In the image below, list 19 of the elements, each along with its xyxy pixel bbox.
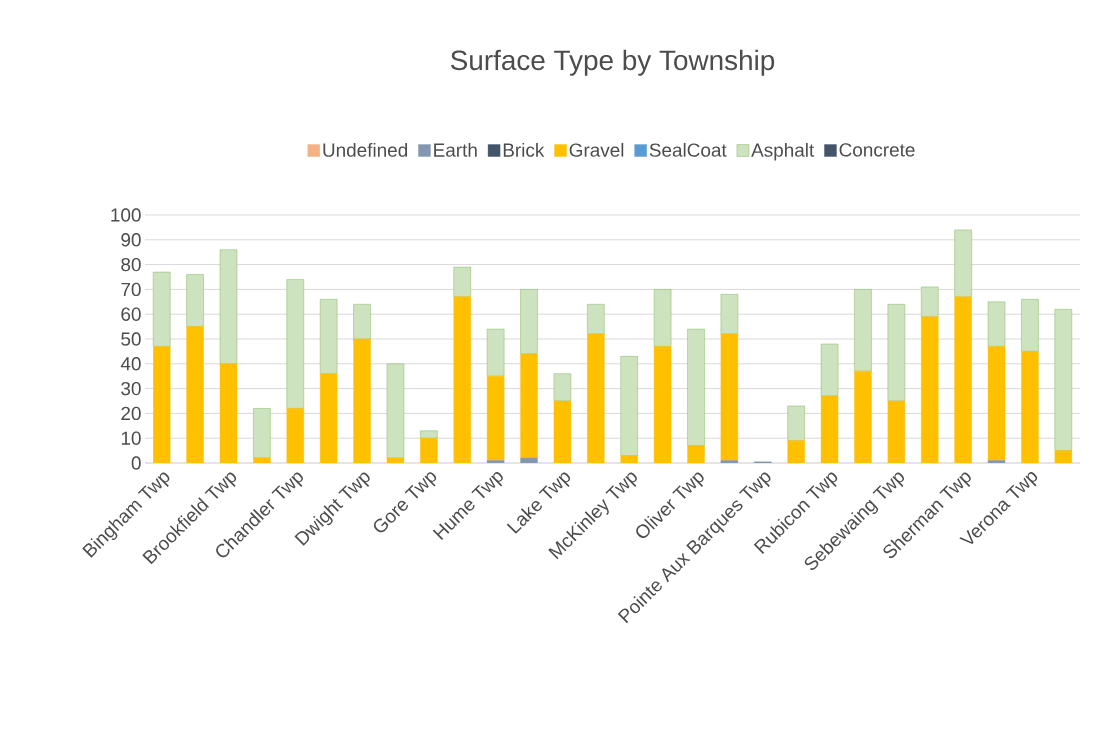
y-tick-label: 30 (121, 381, 141, 396)
y-tick-label: 100 (111, 208, 141, 222)
y-tick-label: 60 (121, 307, 141, 321)
legend-label: Concrete (839, 143, 915, 157)
y-tick-label: 40 (120, 357, 141, 371)
legend-label: Gravel (569, 142, 624, 157)
chart-title: Surface Type by Township (450, 49, 775, 76)
y-tick-label: 0 (131, 456, 141, 470)
y-tick-label: 20 (121, 406, 141, 421)
y-tick-label: 80 (121, 257, 141, 272)
legend-label: Earth (434, 142, 477, 157)
legend-label: SealCoat (649, 142, 727, 157)
legend-label: Undefined (323, 142, 408, 157)
legend-label: Asphalt (751, 142, 815, 161)
legend-label: Brick (503, 142, 545, 157)
y-tick-label: 10 (121, 431, 141, 445)
y-tick-label: 90 (121, 233, 141, 247)
y-tick-label: 50 (121, 332, 141, 346)
y-tick-label: 70 (121, 282, 141, 297)
